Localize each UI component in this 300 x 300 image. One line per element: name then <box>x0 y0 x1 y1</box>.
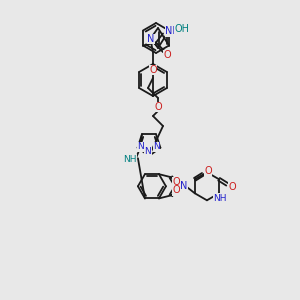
Text: N: N <box>145 148 152 157</box>
Text: NH: NH <box>123 155 137 164</box>
Text: O: O <box>204 166 212 176</box>
Text: N: N <box>153 142 160 151</box>
Text: NH: NH <box>213 194 227 203</box>
Text: OH: OH <box>175 23 190 34</box>
Text: N: N <box>137 142 144 151</box>
Text: O: O <box>172 185 180 195</box>
Text: O: O <box>154 102 162 112</box>
Text: O: O <box>228 182 236 192</box>
Text: N: N <box>147 34 155 44</box>
Text: O: O <box>172 177 180 188</box>
Text: O: O <box>149 65 157 75</box>
Text: O: O <box>163 50 171 61</box>
Text: N: N <box>180 181 188 191</box>
Text: NH: NH <box>165 26 180 37</box>
